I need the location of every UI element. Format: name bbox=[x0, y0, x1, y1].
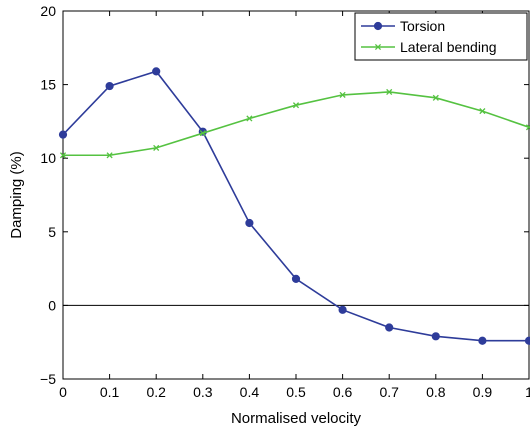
data-point-lateral-bending bbox=[479, 108, 486, 115]
x-tick-label: 0.6 bbox=[333, 384, 353, 400]
y-tick-label: 20 bbox=[40, 3, 56, 19]
x-tick-label: 0.3 bbox=[193, 384, 213, 400]
data-point-lateral-bending bbox=[386, 88, 393, 96]
y-tick-label: −5 bbox=[40, 371, 56, 387]
data-point-torsion bbox=[338, 305, 347, 314]
plot-area bbox=[62, 10, 530, 380]
y-axis: −5 0 5 10 15 20 bbox=[40, 3, 529, 387]
y-tick-label: 0 bbox=[48, 297, 56, 313]
x-tick-label: 0.5 bbox=[286, 384, 306, 400]
legend: Torsion Lateral bending bbox=[354, 12, 528, 61]
legend-label: Torsion bbox=[400, 18, 445, 34]
data-point-lateral-bending bbox=[432, 94, 439, 101]
legend-marker bbox=[374, 43, 382, 51]
data-point-torsion bbox=[478, 336, 487, 345]
x-tick-label: 0.7 bbox=[379, 384, 399, 400]
data-point-lateral-bending bbox=[339, 91, 346, 98]
x-tick-label: 1 bbox=[525, 384, 530, 400]
legend-item-lateral-bending: Lateral bending bbox=[361, 39, 497, 55]
data-point-lateral-bending bbox=[59, 152, 67, 159]
x-tick-label: 0.4 bbox=[240, 384, 260, 400]
x-axis-title: Normalised velocity bbox=[231, 410, 362, 427]
legend-box bbox=[354, 12, 528, 61]
y-tick-label: 10 bbox=[40, 150, 56, 166]
legend-label: Lateral bending bbox=[400, 39, 497, 55]
data-point-torsion bbox=[152, 67, 161, 76]
series-line-lateral-bending bbox=[63, 91, 530, 157]
data-point-torsion bbox=[524, 336, 530, 345]
x-tick-label: 0.9 bbox=[473, 384, 493, 400]
data-point-torsion bbox=[245, 218, 254, 228]
data-point-torsion bbox=[58, 130, 68, 139]
data-point-torsion bbox=[105, 81, 114, 91]
y-axis-title: Damping (%) bbox=[8, 151, 25, 239]
data-point-torsion bbox=[431, 332, 440, 341]
y-tick-label: 5 bbox=[48, 224, 56, 240]
x-tick-label: 0.1 bbox=[100, 384, 120, 400]
data-point-lateral-bending bbox=[525, 124, 530, 131]
x-axis: 0 0.1 0.2 0.3 0.4 0.5 0.6 0.7 0.8 0.9 1 bbox=[59, 11, 530, 400]
x-tick-label: 0 bbox=[59, 384, 67, 400]
legend-marker bbox=[373, 21, 383, 31]
series-lateral-bending bbox=[59, 88, 530, 159]
x-tick-label: 0.8 bbox=[426, 384, 446, 400]
y-tick-label: 15 bbox=[40, 77, 56, 93]
series-torsion bbox=[58, 67, 530, 345]
data-point-lateral-bending bbox=[199, 130, 206, 137]
series-line-torsion bbox=[62, 70, 529, 342]
x-tick-label: 0.2 bbox=[146, 384, 166, 400]
data-point-lateral-bending bbox=[292, 102, 300, 109]
data-point-lateral-bending bbox=[246, 115, 253, 122]
data-point-torsion bbox=[385, 323, 394, 332]
series-group bbox=[58, 67, 530, 345]
data-point-torsion bbox=[291, 274, 301, 284]
data-point-lateral-bending bbox=[153, 144, 160, 151]
legend-item-torsion: Torsion bbox=[361, 18, 445, 34]
data-point-lateral-bending bbox=[106, 152, 113, 159]
